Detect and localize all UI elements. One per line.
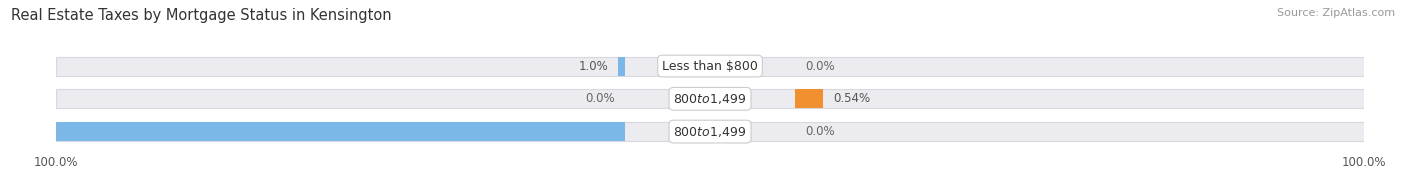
Text: 0.0%: 0.0% xyxy=(804,60,834,73)
Text: 97.5%: 97.5% xyxy=(14,125,51,138)
Text: Real Estate Taxes by Mortgage Status in Kensington: Real Estate Taxes by Mortgage Status in … xyxy=(11,8,392,23)
Text: 1.0%: 1.0% xyxy=(579,60,609,73)
Bar xyxy=(619,57,626,75)
Text: $800 to $1,499: $800 to $1,499 xyxy=(673,125,747,139)
Bar xyxy=(56,89,1364,108)
Text: $800 to $1,499: $800 to $1,499 xyxy=(673,92,747,106)
Text: 0.0%: 0.0% xyxy=(804,125,834,138)
Bar xyxy=(794,89,824,108)
Text: 0.54%: 0.54% xyxy=(834,92,870,105)
Text: Source: ZipAtlas.com: Source: ZipAtlas.com xyxy=(1277,8,1395,18)
Text: Less than $800: Less than $800 xyxy=(662,60,758,73)
Bar xyxy=(56,122,1364,141)
Bar xyxy=(0,122,626,141)
Legend: Without Mortgage, With Mortgage: Without Mortgage, With Mortgage xyxy=(572,192,848,196)
Bar xyxy=(56,57,1364,75)
Text: 0.0%: 0.0% xyxy=(586,92,616,105)
